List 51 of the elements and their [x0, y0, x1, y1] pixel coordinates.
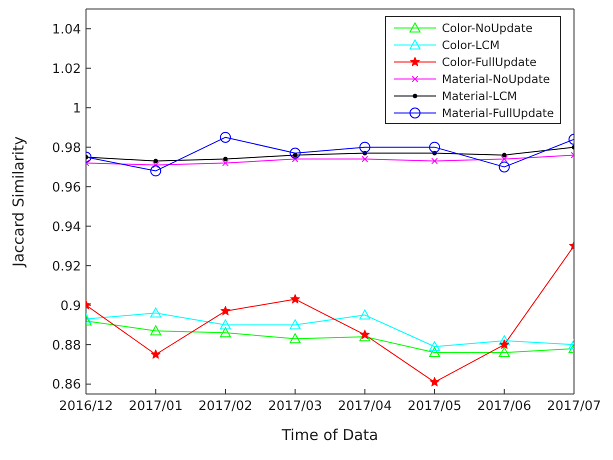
y-tick-label: 0.92	[52, 259, 81, 274]
y-tick-label: 0.94	[52, 220, 81, 235]
y-tick-label: 1.02	[52, 62, 81, 77]
point	[499, 339, 510, 349]
point	[223, 156, 228, 162]
point	[150, 349, 161, 359]
point	[220, 327, 231, 338]
point	[153, 158, 158, 164]
x-tick-label: 2017/02	[198, 399, 252, 414]
x-tick-label: 2017/01	[128, 399, 183, 414]
point	[150, 165, 162, 176]
point	[359, 310, 370, 320]
y-axis-title: Jaccard Similarity	[9, 136, 28, 268]
point	[220, 319, 231, 330]
legend-label: Color-NoUpdate	[442, 20, 533, 34]
x-tick-label: 2017/06	[477, 399, 532, 414]
point	[429, 347, 440, 358]
legend-label: Material-LCM	[442, 88, 518, 102]
y-tick-label: 1	[72, 101, 81, 116]
point	[359, 142, 370, 153]
point	[290, 294, 300, 304]
x-tick-label: 2017/04	[338, 399, 392, 414]
point	[220, 306, 230, 316]
point	[150, 308, 162, 318]
x-tick-label: 2017/03	[268, 399, 322, 414]
point	[150, 325, 162, 336]
point	[502, 152, 507, 158]
y-tick-label: 0.98	[52, 140, 81, 156]
point	[290, 148, 301, 159]
x-tick-label: 2016/12	[58, 399, 114, 414]
y-tick-label: 0.9	[60, 298, 81, 314]
point	[498, 335, 510, 346]
point	[290, 333, 301, 344]
y-tick-label: 0.86	[52, 378, 81, 393]
y-tick-label: 1.04	[52, 22, 81, 38]
point	[290, 319, 301, 330]
legend-label: Color-LCM	[442, 38, 500, 52]
legend-label: Material-NoUpdate	[442, 72, 550, 86]
y-tick-label: 0.96	[52, 180, 81, 196]
point	[220, 132, 231, 143]
x-tick-label: 2017/05	[408, 399, 462, 414]
point	[430, 376, 440, 386]
x-axis-title: Time of Data	[280, 426, 378, 444]
y-tick-label: 0.88	[52, 338, 81, 354]
point	[498, 347, 510, 358]
legend-label: Color-FullUpdate	[442, 54, 537, 68]
point	[429, 341, 440, 352]
legend-label: Material-FullUpdate	[442, 106, 554, 120]
x-tick-label: 2017/07	[546, 399, 602, 414]
point	[498, 161, 510, 172]
point	[429, 142, 440, 153]
